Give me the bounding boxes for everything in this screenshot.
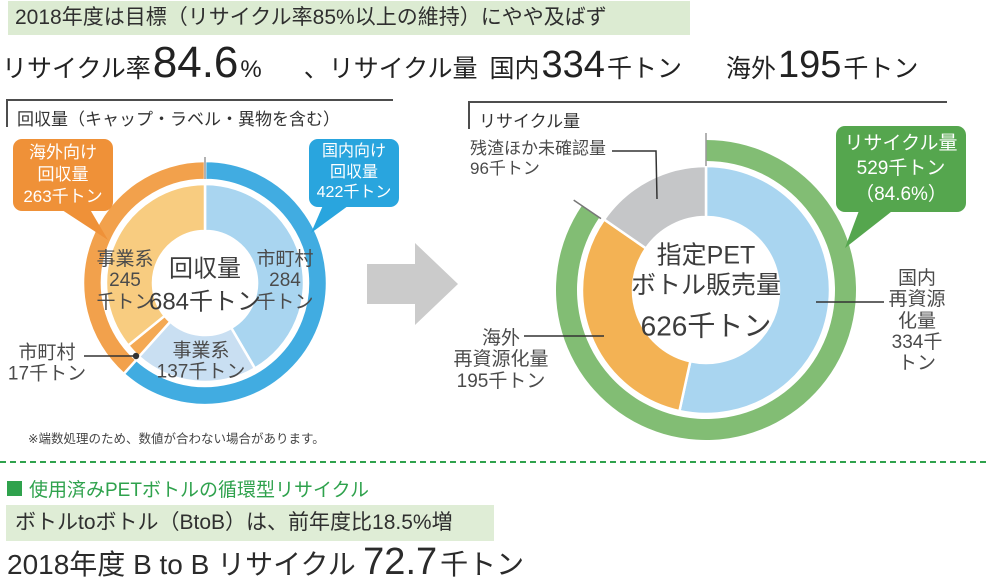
section-title-collection: 回収量（キャップ・ラベル・異物を含む） — [6, 99, 393, 129]
domestic-unit: 千トン — [606, 55, 682, 83]
segment-label-overseas-195: 海外 再資源化量 195千トン — [453, 328, 549, 392]
dashed-divider — [0, 461, 986, 463]
btob-result-line: 2018年度 B to B リサイクル 72.7 千トン — [7, 541, 524, 582]
right-donut-inner-segment-国内再資源化量-334 — [677, 164, 832, 416]
right-donut-center-label: 指定PET ボトル販売量 — [630, 241, 782, 300]
btob-highlight: ボトルtoボトル（BtoB）は、前年度比18.5%増 — [6, 505, 494, 541]
left-donut-inner-segment-事業系-245 — [104, 182, 207, 348]
right-donut-inner-segment-残渣ほか未確認量-96 — [602, 164, 708, 251]
rounding-note: ※端数処理のため、数値が合わない場合があります。 — [28, 432, 325, 446]
segment-label-municipal-17: 市町村 17千トン — [7, 342, 87, 385]
overseas-unit: 千トン — [843, 55, 919, 83]
segment-label-business-245: 事業系 245 千トン — [96, 249, 154, 313]
segment-label-residue-96: 残渣ほか未確認量 96千トン — [470, 139, 606, 179]
right-donut-inner-segment-海外再資源化量-195 — [580, 217, 692, 413]
callout-overseas-collection: 海外向け 回収量 263千トン — [13, 139, 113, 211]
segment-label-business-137: 事業系 137千トン — [156, 340, 246, 383]
segment-label-municipal-284: 市町村 284 千トン — [256, 249, 314, 313]
left-donut-center: 回収量 684千トン — [149, 255, 261, 318]
btob-result-prefix: 2018年度 B to B リサイクル — [7, 549, 356, 580]
callout-domestic-collection: 国内向け 回収量 422千トン — [309, 139, 399, 207]
rate-label: リサイクル率 — [2, 55, 151, 83]
overseas-value: 195 — [777, 44, 842, 86]
headline-banner: 2018年度は目標（リサイクル率85%以上の維持）にやや及ばず — [8, 1, 690, 35]
callout-domestic-tail — [311, 203, 352, 233]
overseas-label: 海外 — [725, 55, 776, 83]
section-title-recycle: リサイクル量 — [468, 101, 947, 131]
flow-arrow-icon — [367, 243, 458, 325]
btob-result-value: 72.7 — [363, 541, 438, 582]
callout-recycle-amount: リサイクル量 529千トン （84.6%） — [836, 126, 966, 212]
callout-overseas-tail — [56, 206, 108, 240]
domestic-label: 国内 — [489, 55, 540, 83]
residue-leader-line — [612, 150, 658, 200]
right-donut-center: 指定PET ボトル販売量 626千トン — [631, 241, 781, 344]
bottom-section-heading-text: 使用済みPETボトルの循環型リサイクル — [29, 480, 370, 501]
left-donut-inner-segment-市町村-284 — [203, 182, 306, 371]
domestic-value: 334 — [541, 44, 605, 86]
left-donut-center-label: 回収量 — [168, 255, 241, 283]
square-bullet-icon — [7, 481, 22, 496]
left-donut-center-value: 684千トン — [148, 288, 262, 316]
btob-result-unit: 千トン — [440, 549, 525, 580]
segment-label-domestic-334: 国内 再資源化量 334千トン — [888, 267, 946, 374]
green-arc-end-tick — [573, 199, 602, 220]
rate-value: 84.6 — [152, 38, 239, 87]
headline-separator: 、リサイクル量 — [303, 55, 478, 83]
municipal17-leader-dot — [132, 352, 140, 360]
right-donut-center-value: 626千トン — [640, 310, 772, 342]
headline-row: リサイクル率84.6% 、リサイクル量 国内334千トン 海外195千トン — [2, 38, 984, 87]
rate-unit: % — [240, 56, 262, 83]
callout-recycle-tail — [845, 208, 896, 248]
left-donut-inner-segment-事業系-137 — [137, 319, 257, 384]
bottom-section-heading: 使用済みPETボトルの循環型リサイクル — [7, 475, 369, 502]
